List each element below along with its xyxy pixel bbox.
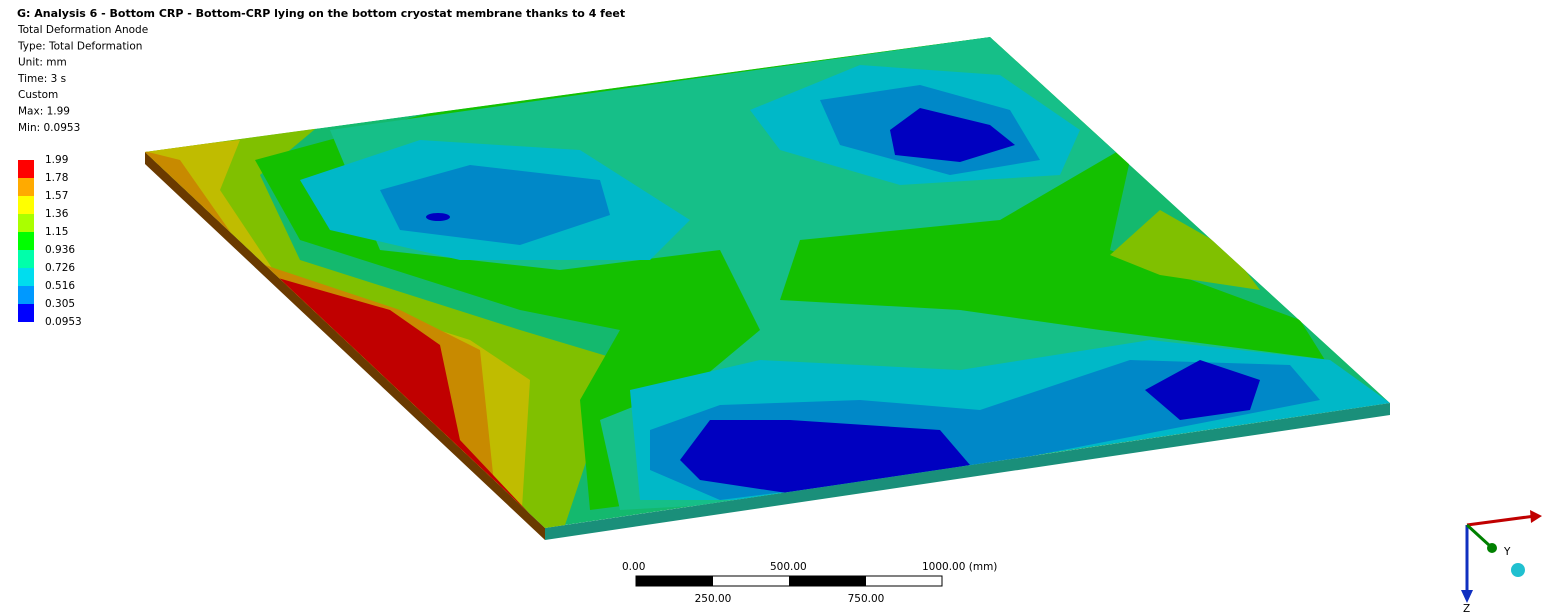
legend-swatch: [18, 268, 34, 286]
title: G: Analysis 6 - Bottom CRP - Bottom-CRP …: [17, 7, 625, 20]
scale-label: 250.00: [695, 593, 732, 605]
legend-swatch: [18, 160, 34, 178]
info-line: Type: Total Deformation: [17, 40, 142, 52]
scale-label: 750.00: [848, 593, 885, 605]
legend-swatch: [18, 178, 34, 196]
legend-label: 0.936: [45, 244, 75, 256]
scale-label: 1000.00 (mm): [922, 561, 997, 573]
scale-bar: [636, 576, 942, 586]
legend-label: 0.726: [45, 262, 75, 274]
legend-label: 0.305: [45, 298, 75, 310]
info-line: Unit: mm: [18, 57, 67, 69]
info-line: Max: 1.99: [18, 106, 70, 118]
legend-label: 1.78: [45, 172, 68, 184]
viewport: G: Analysis 6 - Bottom CRP - Bottom-CRP …: [0, 0, 1542, 615]
legend-swatch: [18, 214, 34, 232]
plate: [140, 37, 1390, 540]
legend-swatch: [18, 286, 34, 304]
legend-swatch: [18, 250, 34, 268]
legend-label: 1.15: [45, 226, 68, 238]
info-line: Min: 0.0953: [18, 122, 80, 134]
scale-label: 500.00: [770, 561, 807, 573]
axis-label: Y: [1503, 546, 1511, 558]
legend-label: 0.516: [45, 280, 75, 292]
info-line: Custom: [18, 89, 58, 101]
legend-swatch: [18, 232, 34, 250]
scale-label: 0.00: [622, 561, 645, 573]
legend-swatch: [18, 304, 34, 322]
info-line: Time: 3 s: [17, 73, 66, 85]
legend-label: 1.36: [45, 208, 69, 220]
legend-label: 1.99: [45, 154, 68, 166]
legend-label: 1.57: [45, 190, 68, 202]
triad: [1461, 510, 1542, 603]
axis-label: Z: [1463, 603, 1470, 615]
legend-label: 0.0953: [45, 316, 82, 328]
legend-swatch: [18, 196, 34, 214]
info-line: Total Deformation Anode: [17, 24, 148, 36]
